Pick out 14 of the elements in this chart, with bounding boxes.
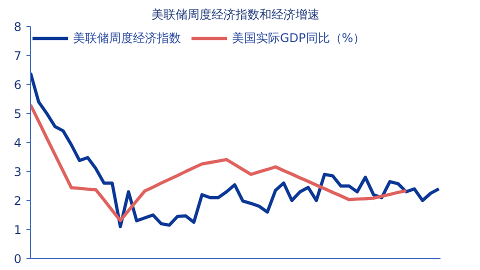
y-tick-label: 3 <box>14 165 22 179</box>
chart-title: 美联储周度经济指数和经济增速 <box>152 8 320 22</box>
y-tick-label: 2 <box>14 194 22 208</box>
y-tick-label: 4 <box>14 136 22 150</box>
y-tick-label: 1 <box>14 223 22 237</box>
y-tick-label: 8 <box>14 20 22 34</box>
y-tick-label: 7 <box>14 49 22 63</box>
y-tick-label: 0 <box>14 252 22 266</box>
line-series <box>30 71 440 228</box>
legend-label: 美联储周度经济指数 <box>73 30 181 46</box>
y-tick-label: 5 <box>14 107 22 121</box>
legend-label: 美国实际GDP同比（%） <box>232 30 366 46</box>
y-tick-label: 6 <box>14 78 22 92</box>
line-series <box>30 103 408 222</box>
